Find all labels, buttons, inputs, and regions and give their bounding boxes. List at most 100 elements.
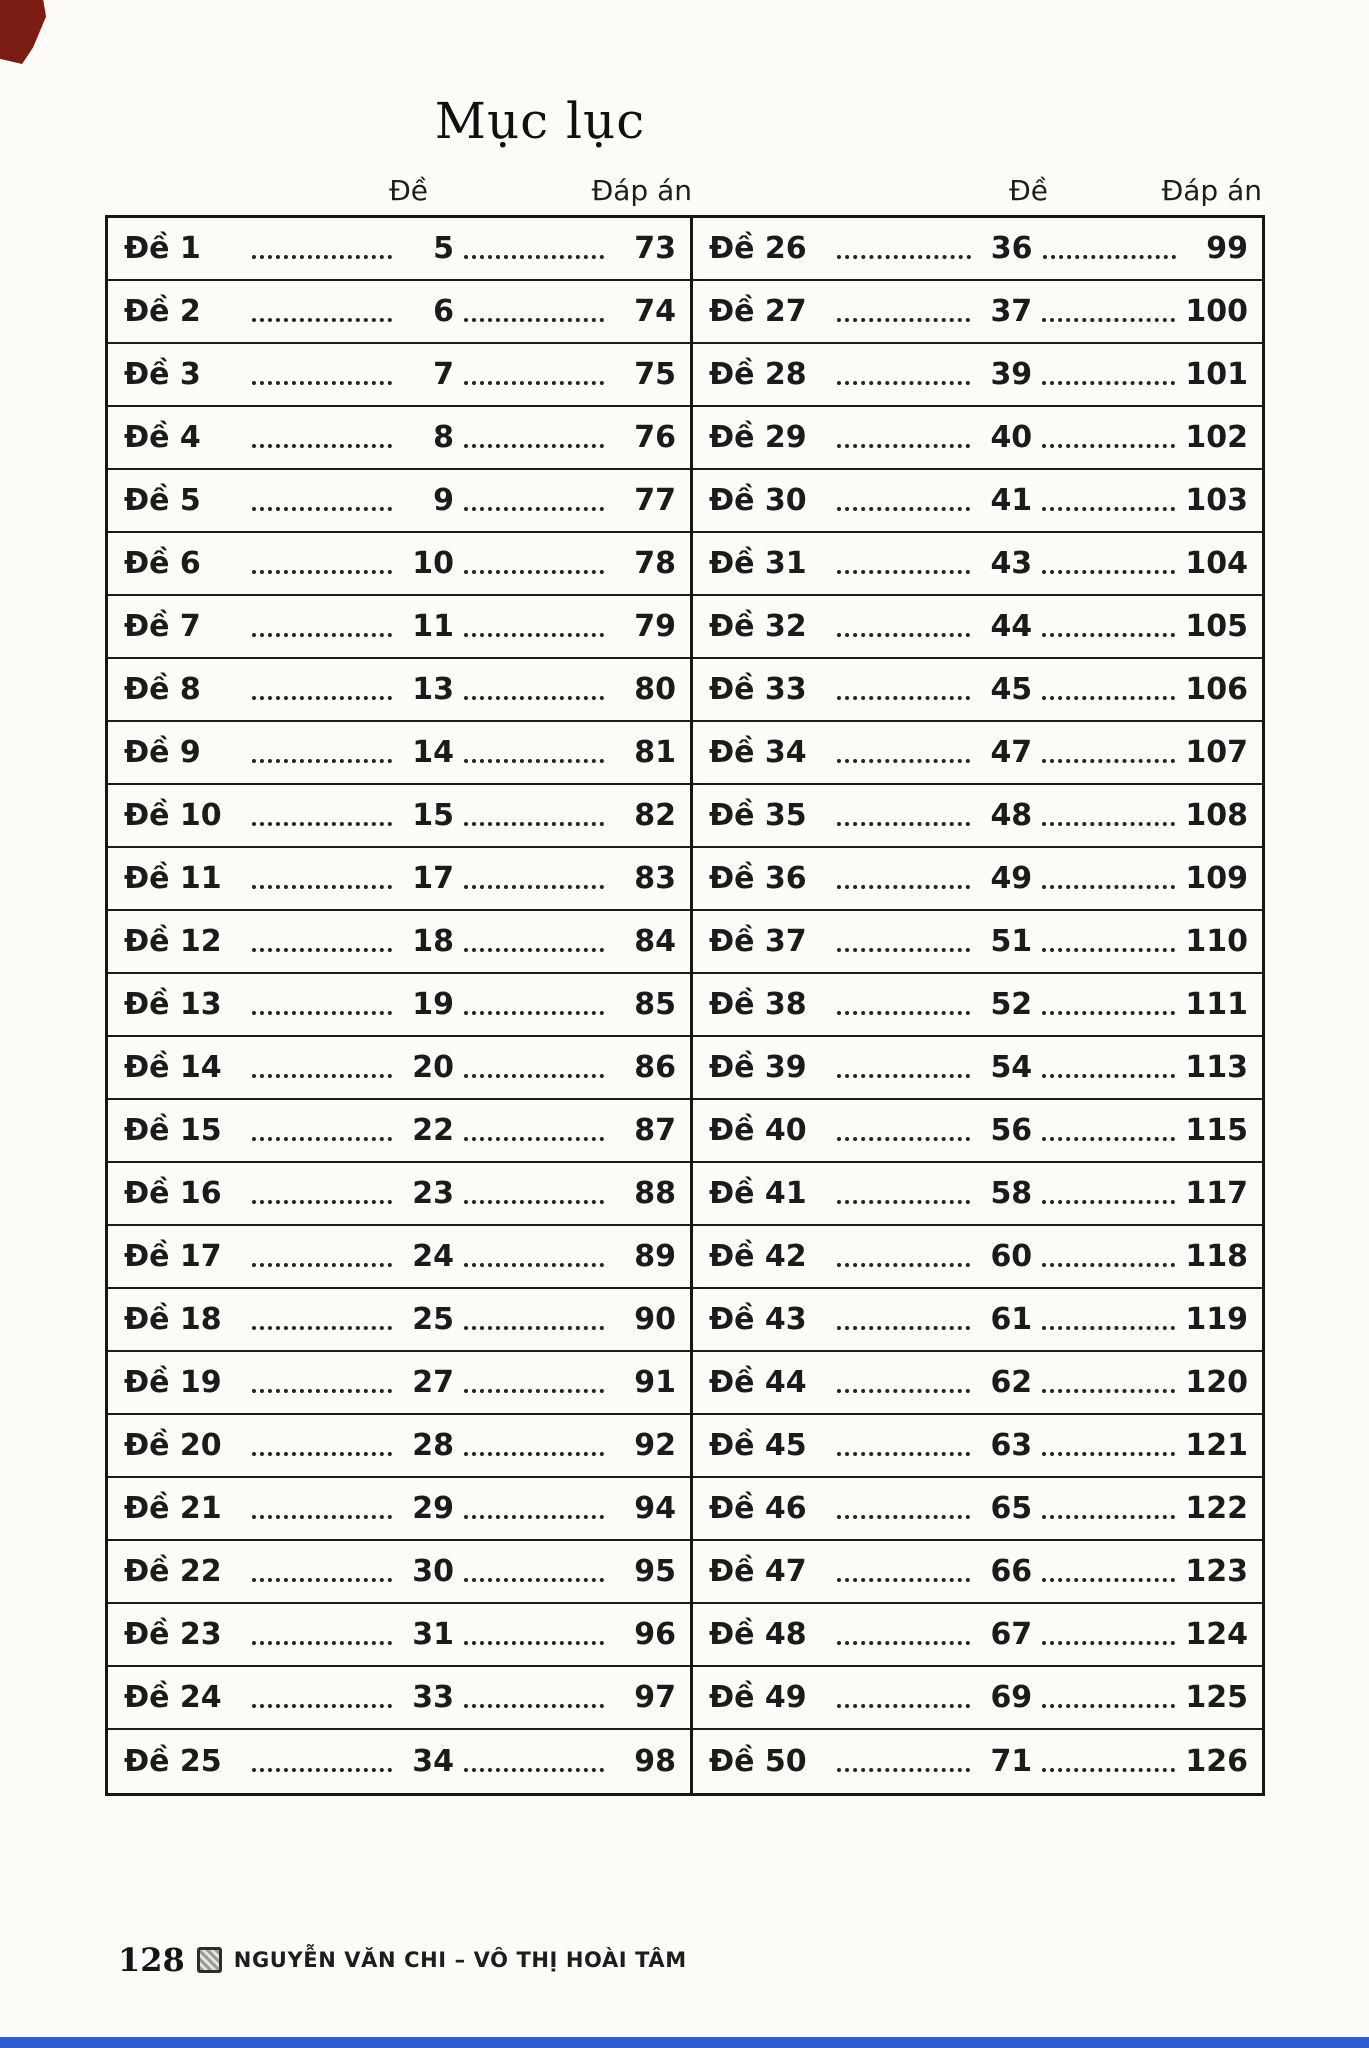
dotted-leader [464,1262,604,1267]
entry-page-number: 15 [412,798,454,833]
entry-page-number: 54 [990,1050,1033,1085]
table-row: Đề 39 54 113 [693,1037,1262,1100]
entry-answer-page: 120 [1185,1365,1248,1400]
dotted-leader [1042,1767,1176,1772]
entry-answer-page: 126 [1185,1744,1248,1779]
table-row: Đề 12 18 84 [108,911,690,974]
entry-page-number: 29 [412,1491,454,1526]
entry-page-number: 65 [990,1491,1033,1526]
entry-answer-page: 87 [634,1113,676,1148]
entry-page-number: 34 [412,1744,454,1779]
entry-page-number: 25 [412,1302,454,1337]
entry-answer-page: 74 [634,294,676,329]
entry-page-number: 27 [412,1365,454,1400]
entry-answer-page: 97 [634,1680,676,1715]
entry-label: Đề 43 [709,1302,807,1337]
entry-label: Đề 14 [124,1050,222,1085]
entry-label: Đề 36 [709,861,807,896]
dotted-leader [837,317,971,322]
dotted-leader [1042,1199,1176,1204]
entry-label: Đề 2 [124,294,201,329]
table-row: Đề 17 24 89 [108,1226,690,1289]
dotted-leader [252,1703,392,1708]
dotted-leader [252,443,392,448]
dotted-leader [464,1199,604,1204]
page-title: Mục lục [434,92,646,150]
dotted-leader [252,1514,392,1519]
table-row: Đề 8 13 80 [108,659,690,722]
entry-answer-page: 113 [1185,1050,1248,1085]
dotted-leader [464,380,604,385]
dotted-leader [464,947,604,952]
entry-page-number: 56 [990,1113,1033,1148]
dotted-leader [837,1767,971,1772]
column-header-de-left: Đề [389,174,428,207]
dotted-leader [252,1199,392,1204]
entry-answer-page: 83 [634,861,676,896]
entry-page-number: 49 [990,861,1033,896]
dotted-leader [1042,506,1176,511]
table-row: Đề 16 23 88 [108,1163,690,1226]
dotted-leader [837,884,971,889]
dotted-leader [464,1767,604,1772]
dotted-leader [837,1514,971,1519]
entry-label: Đề 29 [709,420,807,455]
dotted-leader [464,569,604,574]
dotted-leader [1042,1388,1176,1393]
table-row: Đề 4 8 76 [108,407,690,470]
entry-page-number: 18 [412,924,454,959]
entry-label: Đề 50 [709,1744,807,1779]
footer-authors: NGUYỄN VĂN CHI – VÔ THỊ HOÀI TÂM [233,1948,687,1972]
entry-answer-page: 95 [634,1554,676,1589]
dotted-leader [252,506,392,511]
table-row: Đề 2 6 74 [108,281,690,344]
entry-page-number: 6 [433,294,454,329]
entry-answer-page: 121 [1185,1428,1248,1463]
dotted-leader [252,1010,392,1015]
dotted-leader [464,254,604,259]
entry-page-number: 51 [990,924,1033,959]
dotted-leader [252,632,392,637]
table-row: Đề 6 10 78 [108,533,690,596]
table-row: Đề 33 45 106 [693,659,1262,722]
dotted-leader [252,1325,392,1330]
entry-answer-page: 106 [1185,672,1248,707]
entry-label: Đề 40 [709,1113,807,1148]
entry-label: Đề 49 [709,1680,807,1715]
table-row: Đề 32 44 105 [693,596,1262,659]
dotted-leader [464,1577,604,1582]
footer-page-number: 128 [118,1941,185,1979]
entry-answer-page: 82 [634,798,676,833]
entry-page-number: 31 [412,1617,454,1652]
bottom-accent-bar [0,2037,1369,2048]
dotted-leader [464,1325,604,1330]
dotted-leader [252,1451,392,1456]
entry-label: Đề 39 [709,1050,807,1085]
entry-answer-page: 102 [1185,420,1248,455]
dotted-leader [1042,317,1176,322]
entry-page-number: 23 [412,1176,454,1211]
dotted-leader [464,1136,604,1141]
dotted-leader [252,1640,392,1645]
table-row: Đề 15 22 87 [108,1100,690,1163]
dotted-leader [252,317,392,322]
entry-answer-page: 103 [1185,483,1248,518]
entry-label: Đề 45 [709,1428,807,1463]
table-row: Đề 18 25 90 [108,1289,690,1352]
entry-answer-page: 75 [634,357,676,392]
dotted-leader [1042,632,1176,637]
entry-page-number: 40 [990,420,1033,455]
table-row: Đề 25 34 98 [108,1730,690,1793]
entry-answer-page: 111 [1185,987,1248,1022]
dotted-leader [464,758,604,763]
entry-answer-page: 122 [1185,1491,1248,1526]
table-row: Đề 48 67 124 [693,1604,1262,1667]
dotted-leader [837,695,971,700]
entry-page-number: 61 [990,1302,1033,1337]
dotted-leader [464,506,604,511]
column-header-dapan-right: Đáp án [1161,174,1262,207]
table-row: Đề 30 41 103 [693,470,1262,533]
entry-page-number: 45 [990,672,1033,707]
entry-page-number: 19 [412,987,454,1022]
dotted-leader [252,1767,392,1772]
